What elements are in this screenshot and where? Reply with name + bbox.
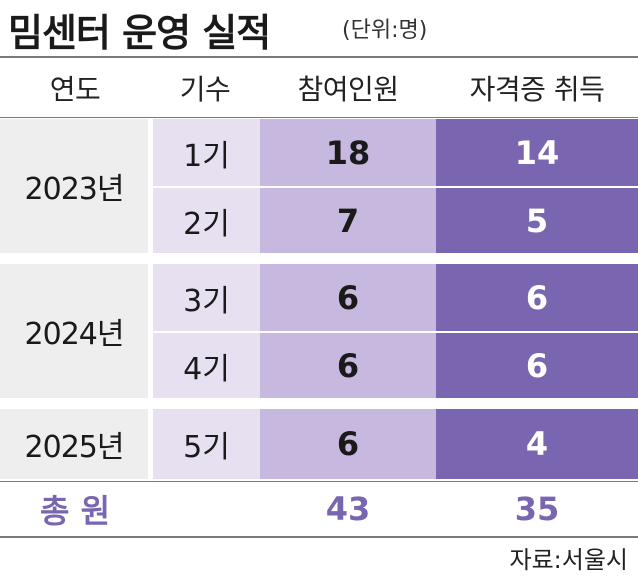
certified-cell: 14 [436,119,638,186]
cohort-cell: 2기 [153,188,260,253]
totals-label: 총 원 [39,492,111,530]
participants-cell: 6 [260,264,436,331]
cohort-cell: 5기 [153,409,260,479]
header-certified: 자격증 취득 [469,73,605,106]
header-rule [0,117,638,118]
year-cell-2023: 2023년 [0,119,148,253]
header-cohort: 기수 [179,73,231,106]
header-participants: 참여인원 [297,73,399,106]
top-rule [0,56,638,58]
year-cell-2024: 2024년 [0,264,148,398]
unit-label: (단위:명) [342,18,428,43]
header-year: 연도 [49,73,101,106]
participants-cell: 6 [260,333,436,398]
bottom-rule [0,536,638,538]
totals-certified: 35 [514,490,560,528]
certified-cell: 6 [436,264,638,331]
totals-participants: 43 [325,490,371,528]
certified-cell: 6 [436,333,638,398]
participants-cell: 6 [260,409,436,479]
cohort-cell: 1기 [153,119,260,186]
source-note: 자료:서울시 [509,546,629,574]
page-title: 밈센터 운영 실적 [8,11,271,55]
totals-rule [0,481,638,482]
certified-cell: 5 [436,188,638,253]
year-cell-2025: 2025년 [0,409,148,479]
cohort-cell: 4기 [153,333,260,398]
participants-cell: 7 [260,188,436,253]
participants-cell: 18 [260,119,436,186]
cohort-cell: 3기 [153,264,260,331]
certified-cell: 4 [436,409,638,479]
